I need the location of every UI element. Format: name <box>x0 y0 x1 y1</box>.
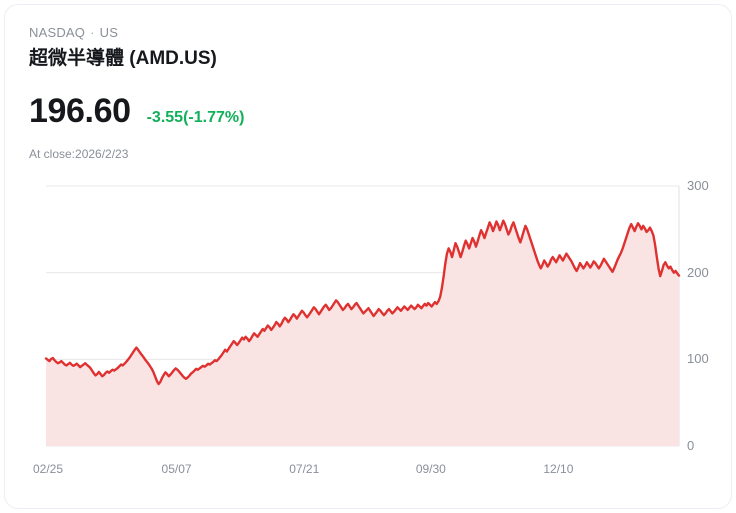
x-axis-tick-label: 12/10 <box>543 462 574 476</box>
y-axis-labels: 300 200 100 0 <box>687 173 731 463</box>
price-area-fill <box>46 220 679 446</box>
exchange-separator: · <box>90 25 95 40</box>
x-axis-tick-label: 02/25 <box>32 462 64 476</box>
y-axis-tick-label: 100 <box>687 351 709 367</box>
x-axis-tick-label: 07/21 <box>289 462 320 476</box>
quote-header: NASDAQ · US 超微半導體 (AMD.US) <box>29 25 529 72</box>
stock-quote-card: NASDAQ · US 超微半導體 (AMD.US) 196.60 -3.55(-1… <box>4 4 732 509</box>
page-title: 超微半導體 (AMD.US) <box>29 48 217 69</box>
price-line <box>44 219 681 386</box>
x-axis-labels: 02/25 05/07 07/21 09/30 12/10 <box>5 461 731 485</box>
x-axis-tick-label: 05/07 <box>161 462 192 476</box>
exchange-label: NASDAQ <box>29 25 86 40</box>
price-change: -3.55(-1.77%) <box>146 109 245 126</box>
x-axis-tick-label: 09/30 <box>415 462 446 476</box>
exchange-region-row: NASDAQ · US <box>29 25 529 41</box>
region-label: US <box>99 25 119 40</box>
price-chart[interactable]: 300 200 100 0 02/25 05/07 07/21 09/30 12/10 <box>5 173 732 485</box>
market-status-note: At close:2026/2/23 <box>29 147 129 161</box>
y-axis-tick-label: 200 <box>687 264 709 280</box>
last-price: 196.60 <box>29 92 131 130</box>
y-axis-tick-label: 0 <box>687 438 695 453</box>
price-row: 196.60 -3.55(-1.77%) <box>29 91 244 131</box>
price-chart-svg[interactable] <box>5 173 732 463</box>
y-axis-tick-label: 300 <box>687 178 709 193</box>
